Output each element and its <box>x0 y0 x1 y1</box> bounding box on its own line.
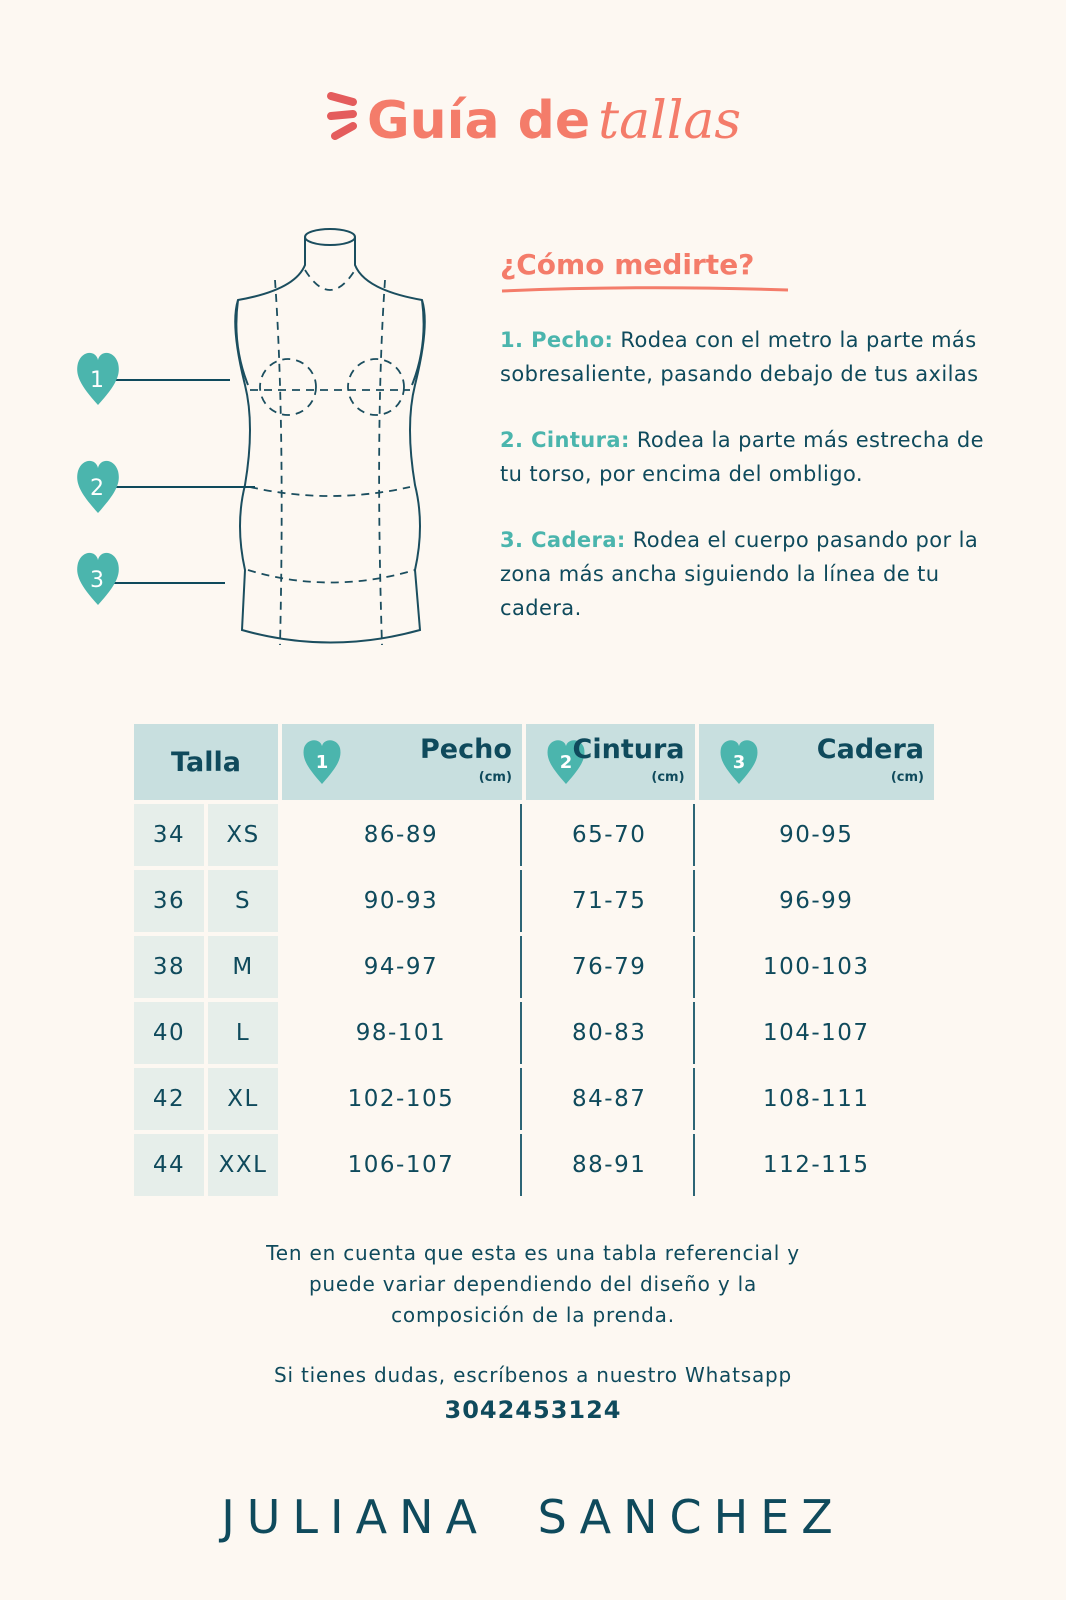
marker-hearts: 1 2 3 <box>77 352 119 605</box>
heart-2-icon: 2 <box>547 740 585 784</box>
brush-underline <box>501 286 789 293</box>
pecho-value: 106-107 <box>282 1134 522 1196</box>
table-row: 34 XS 86-89 65-70 90-95 <box>134 804 934 866</box>
size-number: 42 <box>134 1068 204 1130</box>
marker-1: 1 <box>90 368 104 393</box>
svg-text:2: 2 <box>560 752 573 773</box>
size-letter: M <box>208 936 278 998</box>
step-cadera: 3. Cadera: Rodea el cuerpo pasando por l… <box>500 528 979 620</box>
size-letter: XS <box>208 804 278 866</box>
mannequin-illustration: 1 2 3 <box>77 228 426 646</box>
cadera-value: 100-103 <box>762 954 870 980</box>
size-letter: XXL <box>208 1134 278 1196</box>
cintura-value: 88-91 <box>526 1134 695 1196</box>
heart-icon <box>77 552 119 605</box>
heart-icon <box>77 352 119 405</box>
pecho-value: 90-93 <box>282 870 522 932</box>
heart-icon <box>77 460 119 513</box>
svg-text:1: 1 <box>316 752 329 773</box>
pecho-value: 98-101 <box>282 1002 522 1064</box>
marker-3: 3 <box>90 568 104 593</box>
step-cintura: 2. Cintura: Rodea la parte más estrecha … <box>500 428 984 486</box>
cintura-value: 80-83 <box>526 1002 695 1064</box>
table-row: 40 L 98-101 80-83 104-107 <box>134 1002 934 1064</box>
size-letter: XL <box>208 1068 278 1130</box>
size-table: Talla 1 Pecho (cm) 2 Cintura (cm) 3 Cadera (cm… <box>130 720 938 1200</box>
size-number: 36 <box>134 870 204 932</box>
brand-name: JULIANA SANCHEZ <box>221 1490 845 1544</box>
table-row: 38 M 94-97 76-79 100-103 <box>134 936 934 998</box>
step-pecho: 1. Pecho: Rodea con el metro la parte má… <box>500 328 979 386</box>
how-heading: ¿Cómo medirte? <box>500 248 755 281</box>
pecho-value: 86-89 <box>282 804 522 866</box>
size-number: 38 <box>134 936 204 998</box>
cintura-value: 65-70 <box>526 804 695 866</box>
table-row: 42 XL 102-105 84-87 108-111 <box>134 1068 934 1130</box>
cintura-value: 76-79 <box>526 936 695 998</box>
cadera-value: 112-115 <box>762 1152 870 1178</box>
how-to-measure: ¿Cómo medirte? 1. Pecho: Rodea con el me… <box>500 248 1000 657</box>
brush-strokes-icon <box>326 92 357 140</box>
pecho-value: 94-97 <box>282 936 522 998</box>
header-cadera: 3 Cadera (cm) <box>698 724 934 800</box>
header-talla: Talla <box>134 724 278 800</box>
heart-1-icon: 1 <box>303 740 341 784</box>
cadera-value: 90-95 <box>779 822 854 848</box>
header-cintura: 2 Cintura (cm) <box>525 724 695 800</box>
size-letter: S <box>208 870 278 932</box>
page-title: Guía de tallas <box>0 88 1066 151</box>
heart-3-icon: 3 <box>720 740 757 784</box>
pecho-value: 102-105 <box>282 1068 522 1130</box>
cadera-value: 104-107 <box>762 1020 870 1046</box>
header-pecho: 1 Pecho (cm) <box>282 724 522 800</box>
table-row: 36 S 90-93 71-75 96-99 <box>134 870 934 932</box>
size-number: 40 <box>134 1002 204 1064</box>
size-number: 44 <box>134 1134 204 1196</box>
cintura-value: 71-75 <box>526 870 695 932</box>
cadera-value: 96-99 <box>779 888 854 914</box>
svg-text:3: 3 <box>732 752 745 773</box>
cadera-value: 108-111 <box>762 1086 870 1112</box>
table-row: 44 XXL 106-107 88-91 112-115 <box>134 1134 934 1196</box>
size-number: 34 <box>134 804 204 866</box>
whatsapp-number[interactable]: 3042453124 <box>444 1396 622 1424</box>
marker-2: 2 <box>90 476 104 501</box>
size-letter: L <box>208 1002 278 1064</box>
cintura-value: 84-87 <box>526 1068 695 1130</box>
disclaimer-note: Ten en cuenta que esta es una tabla refe… <box>266 1241 800 1387</box>
